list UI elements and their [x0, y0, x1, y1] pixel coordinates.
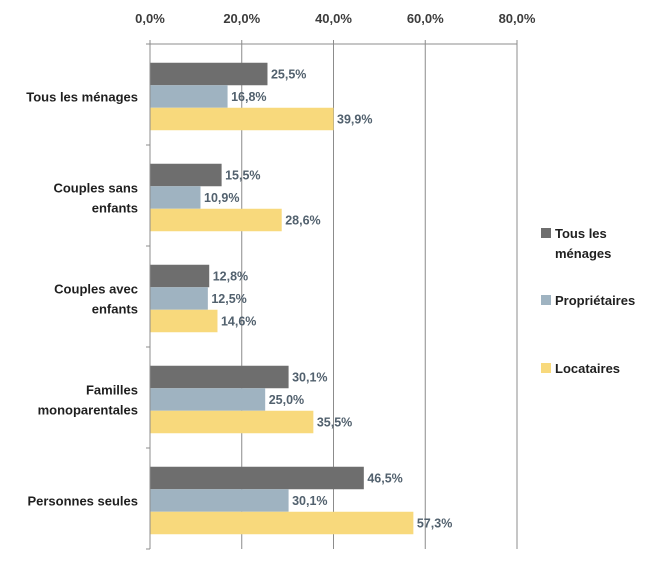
- category-label: monoparentales: [38, 403, 138, 418]
- category-label: Personnes seules: [27, 494, 138, 509]
- bar: [150, 365, 289, 389]
- bar: [150, 85, 228, 108]
- data-label: 15,5%: [225, 169, 260, 183]
- data-label: 35,5%: [317, 416, 352, 430]
- bar: [150, 410, 314, 434]
- legend: Tous les ménages Propriétaires Locataires: [541, 226, 635, 376]
- category-label: enfants: [92, 302, 138, 317]
- category-label: Familles: [86, 383, 138, 398]
- data-label: 12,5%: [211, 292, 246, 306]
- bar: [150, 163, 222, 187]
- bar: [150, 107, 334, 131]
- data-label: 46,5%: [367, 472, 402, 486]
- category-label: Couples avec: [54, 282, 138, 297]
- legend-swatch: [541, 363, 551, 373]
- bar: [150, 388, 266, 411]
- legend-label: Locataires: [555, 361, 620, 376]
- category-label: enfants: [92, 201, 138, 216]
- data-label: 12,8%: [213, 270, 248, 284]
- data-label: 30,1%: [292, 371, 327, 385]
- bar: [150, 489, 289, 512]
- bar: [150, 466, 364, 490]
- legend-label: Propriétaires: [555, 293, 635, 308]
- category-label: Couples sans: [53, 181, 138, 196]
- data-label: 30,1%: [292, 494, 327, 508]
- legend-swatch: [541, 228, 551, 238]
- data-label: 39,9%: [337, 113, 372, 127]
- data-labels: 25,5% 16,8% 39,9% 15,5% 10,9% 28,6% 12,8% 12,5%…: [204, 68, 452, 531]
- data-label: 28,6%: [285, 214, 320, 228]
- x-tick-label: 40,0%: [315, 11, 352, 26]
- x-tick-label: 20,0%: [223, 11, 260, 26]
- bar: [150, 264, 210, 288]
- axes: 0,0% 20,0% 40,0% 60,0% 80,0% Tous les ménages…: [26, 11, 536, 550]
- x-tick-label: 80,0%: [499, 11, 536, 26]
- data-label: 14,6%: [221, 315, 256, 329]
- data-label: 10,9%: [204, 191, 239, 205]
- bars: [150, 62, 414, 535]
- data-label: 25,5%: [271, 68, 306, 82]
- category-label: Tous les ménages: [26, 90, 138, 105]
- data-label: 25,0%: [269, 393, 304, 407]
- bar: [150, 186, 201, 209]
- bar: [150, 287, 208, 310]
- x-tick-label: 60,0%: [407, 11, 444, 26]
- legend-swatch: [541, 295, 551, 305]
- x-tick-label: 0,0%: [135, 11, 165, 26]
- data-label: 57,3%: [417, 517, 452, 531]
- bar: [150, 511, 414, 535]
- bar: [150, 309, 218, 333]
- legend-label: ménages: [555, 246, 611, 261]
- bar: [150, 208, 282, 232]
- legend-label: Tous les: [555, 226, 607, 241]
- data-label: 16,8%: [231, 90, 266, 104]
- bar: [150, 62, 268, 86]
